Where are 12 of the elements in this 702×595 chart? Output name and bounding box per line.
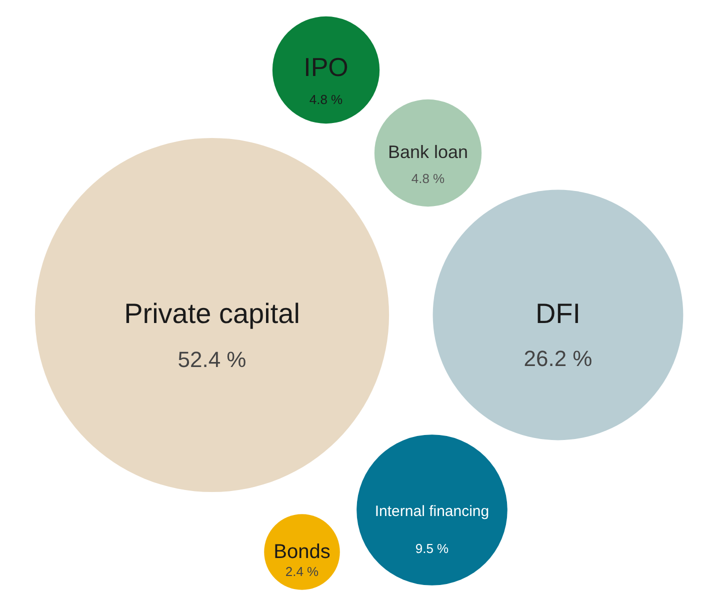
category-label: Bank loan <box>388 142 468 162</box>
data-label: 2.4 % <box>285 564 320 579</box>
data-label: 9.5 % <box>415 541 450 556</box>
data-label: 26.2 % <box>524 346 592 371</box>
category-label: Bonds <box>274 541 330 563</box>
data-label: 52.4 % <box>178 347 246 372</box>
category-label: Internal financing <box>374 503 490 520</box>
category-label: DFI <box>535 298 581 329</box>
data-label: 4.8 % <box>309 92 344 107</box>
category-label: Private capital <box>124 298 300 329</box>
category-label: IPO <box>304 52 348 82</box>
data-label: 4.8 % <box>411 171 446 186</box>
